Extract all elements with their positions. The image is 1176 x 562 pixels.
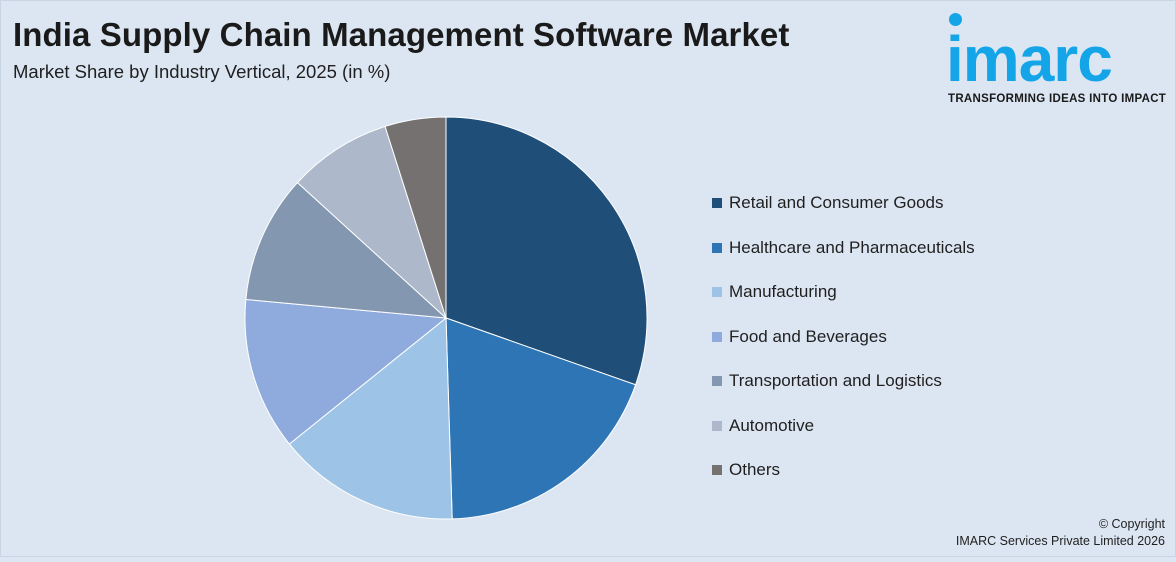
logo-tagline: TRANSFORMING IDEAS INTO IMPACT [948,93,1167,105]
logo-wordmark: imarc [946,23,1113,95]
legend-item-transportation-and-logistics: Transportation and Logistics [712,369,942,393]
legend-item-retail-and-consumer-goods: Retail and Consumer Goods [712,191,944,215]
logo-dot-icon [949,13,962,26]
chart-subtitle: Market Share by Industry Vertical, 2025 … [13,61,391,82]
legend-swatch [712,242,722,253]
legend-swatch [712,420,722,431]
pie-slice-manufacturing [288,316,453,520]
legend-label: Others [729,460,781,479]
legend-item-manufacturing: Manufacturing [712,280,837,304]
pie-slice-healthcare-and-pharmaceuticals [445,317,637,520]
pie-slice-food-and-beverages [244,298,448,445]
legend-label: Transportation and Logistics [729,371,942,390]
legend-swatch [712,198,722,208]
legend-label: Healthcare and Pharmaceuticals [729,237,975,257]
legend-item-automotive: Automotive [712,414,814,438]
legend-label: Manufacturing [729,282,837,301]
pie-slice-retail-and-consumer-goods [445,116,648,386]
legend-swatch [712,465,722,475]
pie-slice-automotive [296,125,448,320]
legend-item-others: Others [712,458,780,482]
copyright-line-1: © Copyright [1098,517,1165,531]
legend-label: Retail and Consumer Goods [729,193,944,212]
legend-label: Food and Beverages [729,326,887,346]
copyright-notice: © Copyright IMARC Services Private Limit… [956,516,1165,550]
pie-slice-others [384,116,447,319]
pie-slice-transportation-and-logistics [245,181,448,319]
legend-item-healthcare-and-pharmaceuticals: Healthcare and Pharmaceuticals [712,236,975,260]
legend-label: Automotive [729,415,815,435]
copyright-line-2: IMARC Services Private Limited 2026 [955,534,1165,548]
legend-swatch [712,331,722,342]
legend-item-food-and-beverages: Food and Beverages [712,325,887,349]
legend-swatch [712,287,722,297]
legend-swatch [712,376,722,386]
chart-title: India Supply Chain Management Software M… [13,16,790,53]
imarc-logo: imarc TRANSFORMING IDEAS INTO IMPACT [940,10,1172,110]
